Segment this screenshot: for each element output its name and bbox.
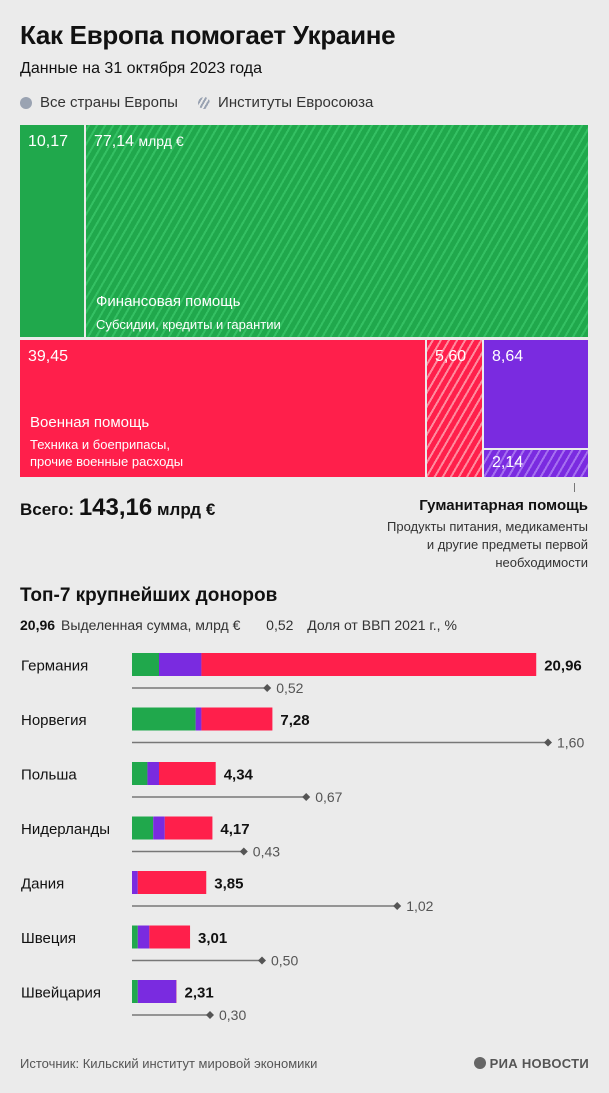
gdp-share-marker <box>239 847 248 856</box>
total-unit: млрд € <box>156 500 216 519</box>
donor-bar-segment <box>137 980 177 1003</box>
donor-name: Нидерланды <box>21 821 110 838</box>
donor-bar-segment <box>137 871 207 894</box>
donor-bar-segment <box>153 816 165 840</box>
donor-bar-segment <box>132 925 138 949</box>
donor-bar-segment <box>195 707 202 731</box>
donor-total-label: 4,34 <box>224 767 254 784</box>
donor-bar-segment <box>159 762 216 785</box>
donor-bar-segment <box>164 816 213 840</box>
financial-eu-unit: млрд € <box>138 133 184 149</box>
military-eu-value: 5,60 <box>435 348 467 365</box>
total-value: 143,16 <box>78 494 153 521</box>
donor-name: Норвегия <box>21 712 87 729</box>
gdp-share-label: 1,02 <box>406 898 433 914</box>
gdp-share-label: 0,43 <box>253 844 280 860</box>
hatched-dot-icon <box>198 96 211 109</box>
legend-label-hatched: Институты Евросоюза <box>218 94 374 111</box>
donor-bar-segment <box>137 925 150 949</box>
humanitarian-sub-2: и другие предметы первой <box>426 537 588 552</box>
donor-name: Польша <box>21 767 77 784</box>
source: Источник: Кильский институт мировой экон… <box>20 1056 318 1071</box>
total: Всего: 143,16 млрд € <box>20 494 215 522</box>
donor-bar-segment <box>201 707 273 731</box>
legend-amount-example: 20,96 <box>20 617 56 633</box>
legend-share-label: Доля от ВВП 2021 г., % <box>307 617 457 633</box>
financial-eu-value-wrap: 77,14 млрд € <box>94 133 184 151</box>
gdp-share-label: 0,50 <box>271 953 298 969</box>
donor-bar-segment <box>132 871 138 894</box>
donor-total-label: 20,96 <box>544 658 582 675</box>
treemap-humanitarian-countries: 8,64 <box>484 340 588 448</box>
humanitarian-eu-value: 2,14 <box>492 454 524 471</box>
treemap-humanitarian-eu: 2,14 <box>484 450 588 477</box>
gdp-share-marker <box>206 1011 214 1019</box>
page-title: Как Европа помогает Украине <box>20 20 396 50</box>
financial-eu-value: 77,14 <box>94 133 135 150</box>
donor-total-label: 2,31 <box>185 985 214 1002</box>
humanitarian-countries-value: 8,64 <box>492 348 524 365</box>
gdp-share-marker <box>302 793 311 801</box>
financial-countries-value: 10,17 <box>28 133 69 150</box>
humanitarian-sub-3: необходимости <box>495 555 588 570</box>
brand-name: РИА НОВОСТИ <box>489 1056 589 1071</box>
brand: РИА НОВОСТИ <box>473 1056 589 1071</box>
legend-item-all-countries: Все страны Европы <box>20 94 178 111</box>
page-subtitle: Данные на 31 октября 2023 года <box>20 60 263 77</box>
legend-item-eu-institutions: Институты Евросоюза <box>198 94 373 111</box>
gdp-share-label: 0,52 <box>276 680 303 696</box>
donor-bar-segment <box>201 653 537 676</box>
donors-legend: 20,96 Выделенная сумма, млрд € 0,52 Доля … <box>20 617 457 633</box>
financial-label: Финансовая помощь <box>96 293 241 310</box>
treemap-military-eu: 5,60 <box>427 340 482 477</box>
gdp-share-label: 0,67 <box>315 789 342 805</box>
treemap-financial-eu: 77,14 млрд € Финансовая помощь Субсидии,… <box>86 125 588 337</box>
donor-total-label: 3,85 <box>214 876 243 893</box>
total-label: Всего: <box>20 500 75 519</box>
legend: Все страны Европы Институты Евросоюза <box>20 94 389 113</box>
ria-logo-icon <box>473 1057 486 1069</box>
donor-name: Швейцария <box>21 985 101 1002</box>
donor-name: Швеция <box>21 930 76 947</box>
donor-bar-segment <box>132 762 148 785</box>
legend-amount-label: Выделенная сумма, млрд € <box>61 617 241 633</box>
gdp-share-label: 1,60 <box>557 735 584 751</box>
donor-name: Германия <box>21 658 88 675</box>
legend-label-solid: Все страны Европы <box>40 94 178 111</box>
donors-chart: Германия 20,96 0,52 Норвегия 7,28 1,60 Польша 4… <box>21 653 584 1023</box>
humanitarian-sub-1: Продукты питания, медикаменты <box>387 519 588 534</box>
humanitarian-title: Гуманитарная помощь <box>419 497 588 514</box>
financial-sub: Субсидии, кредиты и гарантии <box>96 317 281 332</box>
military-label: Военная помощь <box>30 414 150 431</box>
solid-dot-icon <box>20 96 32 109</box>
donor-bar-segment <box>132 816 154 840</box>
donor-bar-segment <box>132 980 138 1003</box>
donor-bar-segment <box>149 925 191 949</box>
military-sub-2: прочие военные расходы <box>30 454 184 469</box>
donor-total-label: 3,01 <box>198 930 227 947</box>
gdp-share-marker <box>544 738 552 747</box>
gdp-share-marker <box>258 956 266 965</box>
military-sub-1: Техника и боеприпасы, <box>30 437 170 452</box>
donor-total-label: 7,28 <box>280 712 309 729</box>
gdp-share-label: 0,30 <box>219 1007 246 1023</box>
donors-title: Топ-7 крупнейших доноров <box>20 585 278 606</box>
donor-total-label: 4,17 <box>220 821 249 838</box>
donor-bar-segment <box>159 653 202 676</box>
donor-bar-segment <box>132 707 196 731</box>
donor-bar-segment <box>147 762 159 785</box>
gdp-share-marker <box>393 902 402 910</box>
humanitarian-connector <box>574 483 575 492</box>
treemap-military-countries: 39,45 Военная помощь Техника и боеприпас… <box>20 340 425 477</box>
treemap-financial-countries: 10,17 <box>20 125 84 337</box>
legend-share-example: 0,52 <box>266 617 294 633</box>
gdp-share-marker <box>263 684 272 692</box>
donor-name: Дания <box>21 876 64 893</box>
humanitarian-description: Продукты питания, медикаменты и другие п… <box>348 518 588 572</box>
military-countries-value: 39,45 <box>28 348 69 365</box>
donor-bar-segment <box>132 653 159 676</box>
